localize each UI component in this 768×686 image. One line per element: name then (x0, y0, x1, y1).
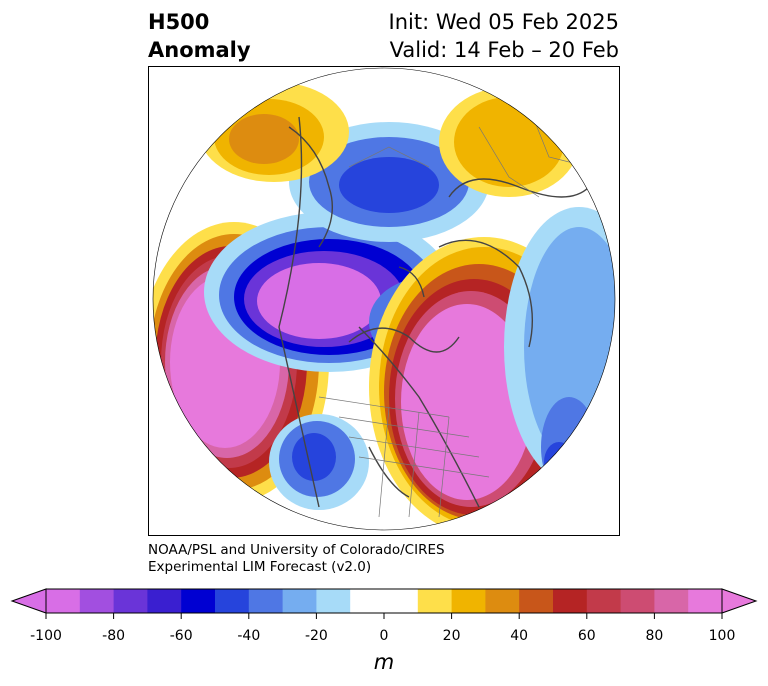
data-credit: NOAA/PSL and University of Colorado/CIRE… (148, 542, 445, 576)
colorbar-tick-label-10: 100 (708, 628, 736, 644)
colorbar-unit: m (373, 650, 395, 674)
colorbar-bin-12 (451, 589, 486, 613)
positive-anomaly-central-asia (199, 82, 349, 182)
colorbar-tick-label-8: 60 (577, 628, 596, 644)
colorbar-tick-label-2: -60 (169, 628, 193, 644)
colorbar-bin-3 (147, 589, 182, 613)
colorbar-bin-14 (519, 589, 554, 613)
colorbar-tick-label-3: -40 (237, 628, 261, 644)
colorbar-bin-10 (384, 589, 419, 613)
colorbar-bin-19 (688, 589, 723, 613)
colorbar-tick-label-5: 0 (379, 628, 389, 644)
colorbar-tick-label-6: 20 (442, 628, 461, 644)
colorbar-bins (46, 589, 723, 613)
positive-anomaly-east-asia (439, 87, 579, 197)
credit-line-2: Experimental LIM Forecast (v2.0) (148, 559, 372, 575)
colorbar-under-extension (10, 588, 47, 614)
colorbar-bin-11 (417, 589, 453, 613)
colorbar-bin-15 (553, 589, 588, 613)
country-borders (318, 106, 590, 518)
colorbar-tick-label-4: -20 (304, 628, 328, 644)
colorbar-over-extension (721, 588, 758, 614)
colorbar-bin-0 (46, 589, 81, 613)
map-title: H500 Anomaly (148, 8, 251, 64)
coastlines (278, 116, 590, 508)
init-date: Init: Wed 05 Feb 2025 (388, 10, 619, 34)
negative-anomaly-western-us (269, 414, 369, 510)
anomaly-field (153, 68, 615, 530)
colorbar-bin-6 (248, 589, 284, 613)
colorbar-bin-7 (282, 589, 317, 613)
colorbar-tick-label-1: -80 (102, 628, 126, 644)
colorbar (10, 588, 758, 619)
colorbar-bin-4 (181, 589, 216, 613)
colorbar-bin-1 (79, 589, 115, 613)
colorbar-tick-label-9: 80 (645, 628, 664, 644)
colorbar-bin-16 (586, 589, 622, 613)
anomaly-map (152, 67, 616, 531)
colorbar-bin-8 (316, 589, 351, 613)
colorbar-bin-18 (654, 589, 689, 613)
map-panel (148, 66, 620, 536)
forecast-dates: Init: Wed 05 Feb 2025 Valid: 14 Feb – 20… (389, 8, 619, 64)
credit-line-1: NOAA/PSL and University of Colorado/CIRE… (148, 542, 445, 558)
colorbar-bin-17 (620, 589, 655, 613)
valid-period: Valid: 14 Feb – 20 Feb (389, 38, 619, 62)
colorbar-tick-labels: -100 -80 -60 -40 -20 0 20 40 60 80 100 (0, 628, 768, 648)
colorbar-tick-label-0: -100 (30, 628, 62, 644)
colorbar-ticks (45, 613, 723, 619)
title-line-2: Anomaly (148, 38, 251, 62)
colorbar-tick-label-7: 40 (510, 628, 529, 644)
colorbar-bin-5 (215, 589, 250, 613)
colorbar-bin-9 (350, 589, 385, 613)
title-line-1: H500 (148, 10, 210, 34)
colorbar-bin-13 (485, 589, 520, 613)
colorbar-bin-2 (113, 589, 148, 613)
